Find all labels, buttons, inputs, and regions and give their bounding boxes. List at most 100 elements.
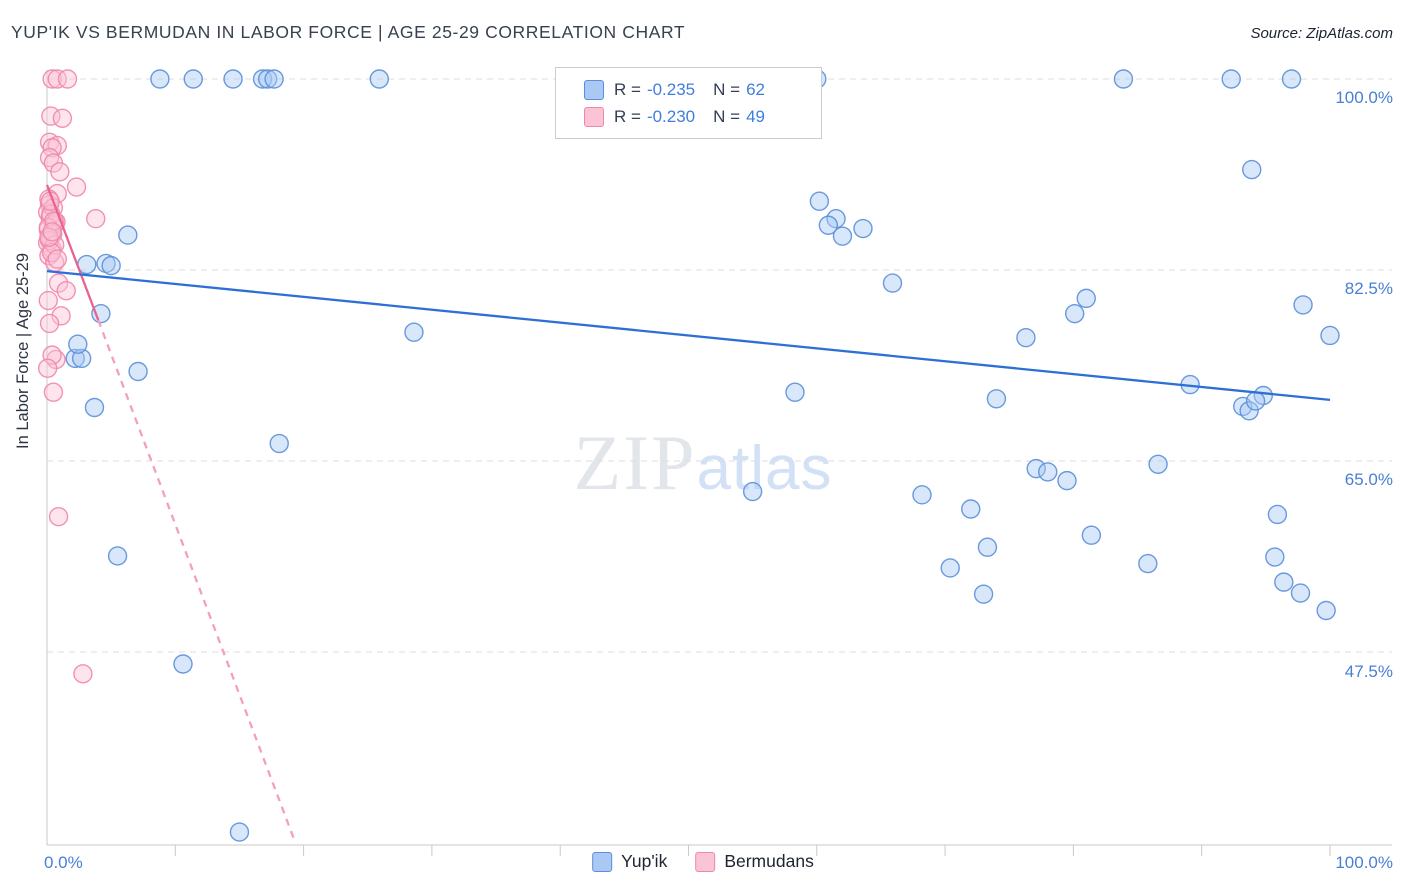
scatter-point-yupik bbox=[128, 361, 148, 382]
scatter-point-yupik bbox=[785, 382, 805, 402]
scatter-point-bermudans bbox=[42, 69, 62, 89]
scatter-point-bermudans bbox=[39, 313, 60, 334]
scatter-point-yupik bbox=[269, 433, 289, 454]
chart-title: YUP'IK VS BERMUDAN IN LABOR FORCE | AGE … bbox=[11, 22, 686, 42]
scatter-point-yupik bbox=[1113, 69, 1134, 89]
scatter-point-yupik bbox=[1320, 325, 1340, 346]
source-label: Source: ZipAtlas.com bbox=[1250, 25, 1393, 42]
scatter-point-yupik bbox=[818, 215, 839, 235]
legend-row-yupik: R = -0.235 N = 62 bbox=[584, 76, 821, 103]
scatter-point-bermudans bbox=[66, 177, 87, 197]
scatter-point-yupik bbox=[977, 537, 998, 557]
watermark-atlas: atlas bbox=[696, 434, 833, 503]
scatter-point-yupik bbox=[826, 208, 846, 229]
scatter-point-yupik bbox=[1026, 458, 1046, 479]
scatter-point-yupik bbox=[183, 69, 203, 89]
scatter-point-yupik bbox=[404, 322, 424, 342]
scatter-point-bermudans bbox=[37, 358, 58, 378]
yupik-legend-swatch bbox=[592, 851, 613, 872]
scatter-point-yupik bbox=[973, 584, 994, 604]
scatter-point-yupik bbox=[1242, 159, 1262, 180]
scatter-point-yupik bbox=[118, 225, 138, 245]
scatter-point-bermudans bbox=[38, 290, 58, 311]
legend-item-yupik: Yup'ik bbox=[592, 851, 667, 872]
trend-line-bermudans bbox=[45, 184, 100, 321]
scatter-point-yupik bbox=[1138, 553, 1158, 574]
scatter-point-yupik bbox=[223, 69, 243, 89]
scatter-point-yupik bbox=[961, 499, 981, 519]
scatter-point-yupik bbox=[940, 558, 960, 578]
watermark-zip: ZIP bbox=[573, 419, 697, 506]
watermark: ZIPatlas bbox=[574, 418, 833, 508]
yupik-swatch bbox=[584, 79, 604, 100]
scatter-point-bermudans bbox=[52, 108, 73, 128]
r-value: -0.235 bbox=[646, 79, 696, 99]
scatter-point-yupik bbox=[1016, 327, 1036, 348]
scatter-point-yupik bbox=[1038, 462, 1058, 482]
bermudans-swatch bbox=[584, 106, 604, 127]
scatter-point-yupik bbox=[257, 69, 278, 89]
r-label: R = bbox=[614, 79, 641, 99]
x-axis-min-label: 0.0% bbox=[44, 853, 83, 872]
scatter-point-yupik bbox=[1221, 69, 1241, 89]
scatter-point-yupik bbox=[1148, 454, 1168, 474]
scatter-point-yupik bbox=[809, 191, 830, 211]
bermudans-legend-swatch bbox=[695, 851, 716, 872]
legend-item-bermudans: Bermudans bbox=[695, 851, 814, 872]
scatter-point-yupik bbox=[173, 654, 193, 674]
bottom-legend: Yup'ik Bermudans bbox=[592, 851, 814, 872]
n-label: N = bbox=[713, 79, 741, 99]
scatter-point-bermudans bbox=[47, 249, 67, 269]
scatter-point-yupik bbox=[107, 546, 128, 566]
scatter-point-bermudans bbox=[43, 382, 64, 402]
n-value: 49 bbox=[746, 106, 765, 126]
scatter-point-yupik bbox=[742, 481, 763, 502]
yupik-legend-label: Yup'ik bbox=[621, 851, 668, 871]
scatter-point-yupik bbox=[264, 69, 284, 89]
scatter-point-yupik bbox=[1293, 295, 1313, 315]
y-tick-label-65: 65.0% bbox=[1344, 470, 1393, 489]
scatter-point-yupik bbox=[65, 348, 85, 369]
scatter-point-bermudans bbox=[41, 106, 61, 126]
scatter-point-yupik bbox=[912, 485, 932, 505]
y-tick-label-82-5: 82.5% bbox=[1344, 279, 1393, 298]
scatter-point-yupik bbox=[853, 218, 873, 239]
scatter-point-yupik bbox=[1239, 401, 1259, 421]
scatter-point-yupik bbox=[71, 348, 92, 369]
scatter-point-yupik bbox=[84, 397, 105, 418]
scatter-point-yupik bbox=[369, 69, 389, 89]
r-value: -0.230 bbox=[646, 106, 696, 126]
scatter-point-yupik bbox=[1057, 470, 1077, 491]
scatter-point-bermudans bbox=[50, 162, 70, 182]
scatter-point-yupik bbox=[1245, 391, 1266, 411]
scatter-point-yupik bbox=[229, 822, 250, 842]
x-axis-max-label: 100.0% bbox=[1335, 853, 1393, 872]
y-tick-label-100: 100.0% bbox=[1335, 88, 1393, 107]
scatter-point-yupik bbox=[1076, 288, 1096, 309]
bermudans-legend-label: Bermudans bbox=[724, 851, 814, 871]
scatter-point-yupik bbox=[1267, 504, 1288, 525]
scatter-point-bermudans bbox=[42, 222, 62, 242]
n-label: N = bbox=[713, 106, 741, 126]
scatter-point-yupik bbox=[986, 389, 1007, 409]
scatter-point-yupik bbox=[68, 334, 88, 354]
trend-line-bermudans bbox=[97, 319, 296, 842]
scatter-point-bermudans bbox=[47, 69, 67, 89]
r-label: R = bbox=[614, 106, 641, 126]
legend-row-bermudans: R = -0.230 N = 49 bbox=[584, 103, 821, 130]
scatter-point-bermudans bbox=[39, 227, 59, 247]
scatter-point-yupik bbox=[1281, 69, 1302, 89]
legend-box: R = -0.235 N = 62 R = -0.230 N = 49 bbox=[555, 67, 822, 139]
n-value: 62 bbox=[746, 79, 765, 99]
scatter-point-bermudans bbox=[57, 69, 78, 89]
scatter-point-yupik bbox=[1081, 525, 1102, 545]
scatter-point-yupik bbox=[1265, 547, 1285, 567]
scatter-point-yupik bbox=[832, 226, 853, 246]
scatter-point-yupik bbox=[101, 255, 121, 276]
scatter-point-bermudans bbox=[48, 506, 69, 527]
scatter-point-yupik bbox=[1274, 572, 1294, 592]
y-tick-label-47-5: 47.5% bbox=[1344, 662, 1393, 681]
trend-line-yupik bbox=[46, 269, 1331, 402]
